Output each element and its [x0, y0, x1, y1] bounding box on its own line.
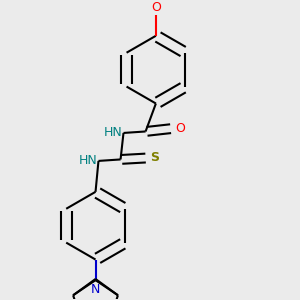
Text: O: O: [175, 122, 185, 135]
Text: O: O: [151, 1, 161, 14]
Text: HN: HN: [103, 126, 122, 140]
Text: S: S: [150, 152, 159, 164]
Text: HN: HN: [78, 154, 97, 167]
Text: N: N: [91, 283, 100, 296]
